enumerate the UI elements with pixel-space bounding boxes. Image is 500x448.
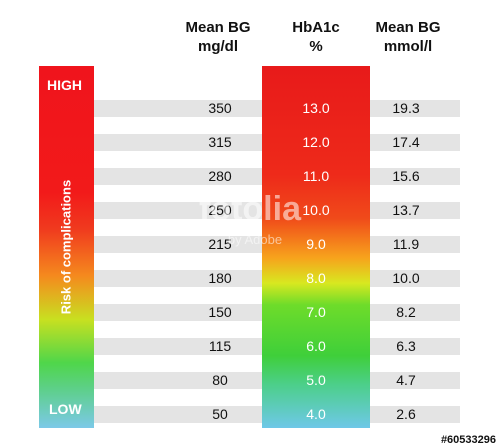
hba1c-gradient-bar <box>262 66 370 428</box>
risk-gradient-bar <box>39 66 94 428</box>
image-id: #60533296 <box>440 434 496 446</box>
cell-mean-bg-mgdl: 350 <box>208 100 232 116</box>
cell-hba1c: 8.0 <box>306 270 326 286</box>
header-mean-bg-mmol: Mean BG mmol/l <box>358 18 458 56</box>
cell-mean-bg-mgdl: 315 <box>208 134 232 150</box>
cell-mean-bg-mmol: 19.3 <box>392 100 420 116</box>
header-mean-bg-mmol-line1: Mean BG <box>375 19 441 36</box>
cell-mean-bg-mmol: 11.9 <box>392 236 420 252</box>
cell-hba1c: 9.0 <box>306 236 326 252</box>
cell-mean-bg-mmol: 17.4 <box>392 134 420 150</box>
cell-mean-bg-mgdl: 250 <box>208 202 232 218</box>
cell-mean-bg-mmol: 6.3 <box>396 338 416 354</box>
cell-mean-bg-mgdl: 280 <box>208 168 232 184</box>
cell-mean-bg-mmol: 13.7 <box>392 202 420 218</box>
header-mean-bg-mgdl: Mean BG mg/dl <box>168 18 268 56</box>
cell-mean-bg-mmol: 4.7 <box>396 372 416 388</box>
header-mean-bg-mgdl-line1: Mean BG <box>185 19 251 36</box>
cell-mean-bg-mgdl: 215 <box>208 236 232 252</box>
risk-high-label: HIGH <box>47 77 82 93</box>
cell-mean-bg-mgdl: 50 <box>212 406 228 422</box>
risk-axis-label: Risk of complications <box>58 179 74 315</box>
cell-hba1c: 7.0 <box>306 304 326 320</box>
cell-mean-bg-mgdl: 80 <box>212 372 228 388</box>
header-hba1c-line2: % <box>309 38 323 55</box>
cell-hba1c: 6.0 <box>306 338 326 354</box>
cell-mean-bg-mmol: 8.2 <box>396 304 416 320</box>
cell-mean-bg-mmol: 15.6 <box>392 168 420 184</box>
cell-mean-bg-mmol: 2.6 <box>396 406 416 422</box>
cell-mean-bg-mgdl: 115 <box>208 338 232 354</box>
header-mean-bg-mmol-line2: mmol/l <box>383 38 433 55</box>
cell-hba1c: 4.0 <box>306 406 326 422</box>
risk-low-label: LOW <box>49 401 82 417</box>
cell-hba1c: 5.0 <box>306 372 326 388</box>
header-hba1c: HbA1c % <box>266 18 366 56</box>
cell-mean-bg-mgdl: 150 <box>208 304 232 320</box>
cell-mean-bg-mgdl: 180 <box>208 270 232 286</box>
cell-hba1c: 10.0 <box>302 202 330 218</box>
cell-hba1c: 11.0 <box>302 168 330 184</box>
cell-hba1c: 13.0 <box>302 100 330 116</box>
cell-mean-bg-mmol: 10.0 <box>392 270 420 286</box>
cell-hba1c: 12.0 <box>302 134 330 150</box>
header-mean-bg-mgdl-line2: mg/dl <box>198 38 238 55</box>
header-hba1c-line1: HbA1c <box>292 19 340 36</box>
